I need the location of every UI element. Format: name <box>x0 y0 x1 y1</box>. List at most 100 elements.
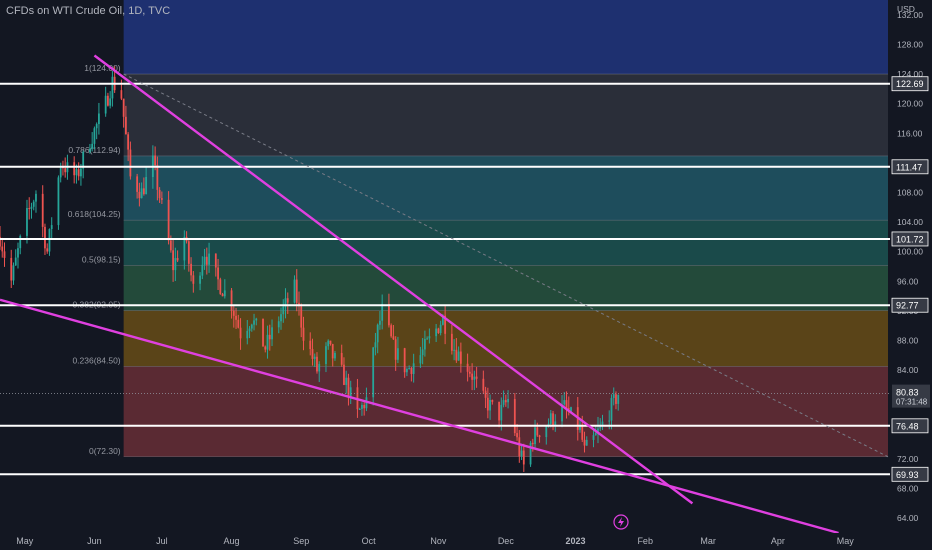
candle-body <box>95 124 98 129</box>
candle-body <box>127 134 130 150</box>
fib-zone-0.236 <box>123 366 888 457</box>
candle-body <box>145 177 148 195</box>
candle-body <box>10 257 13 281</box>
trendline[interactable] <box>93 54 694 505</box>
candle-body <box>561 404 563 422</box>
price-tick-label: 104.00 <box>897 217 923 227</box>
candle-body <box>358 408 361 410</box>
fib-trend-line[interactable] <box>123 73 889 458</box>
candle-body <box>545 426 548 438</box>
candle-body <box>408 368 411 370</box>
candle-body <box>453 349 456 351</box>
candle-body <box>419 355 422 364</box>
candle-body <box>300 306 303 328</box>
price-label-box <box>891 297 929 313</box>
candle-body <box>142 188 145 195</box>
last-price-countdown: 07:31:48 <box>896 398 928 407</box>
candle-body <box>57 177 60 226</box>
price-tick-label: 96.00 <box>897 276 919 286</box>
candle-body <box>392 336 395 340</box>
price-label-text: 111.47 <box>896 162 922 172</box>
candle-body <box>372 347 375 398</box>
price-tick-label: 88.00 <box>897 336 919 346</box>
time-tick-label: Jul <box>156 536 168 546</box>
candle-body <box>325 346 327 364</box>
price-label-box <box>891 231 929 247</box>
candle-body <box>381 303 384 321</box>
candle-body <box>437 328 440 333</box>
time-tick-label: Mar <box>700 536 716 546</box>
candle-body <box>412 363 415 374</box>
candle-body <box>160 198 163 200</box>
candle-body <box>154 155 157 166</box>
candle-body <box>327 340 330 347</box>
candle-body <box>489 400 491 411</box>
candle-body <box>230 290 233 311</box>
candle-body <box>89 148 91 152</box>
candle-body <box>255 318 258 321</box>
price-label-text: 92.77 <box>896 301 919 311</box>
candle-body <box>529 442 532 465</box>
candle-body <box>129 149 132 177</box>
candle-body <box>120 90 123 99</box>
time-tick-label: Feb <box>637 536 653 546</box>
candle-body <box>608 420 611 422</box>
candle-body <box>473 376 476 380</box>
candle-body <box>318 363 321 372</box>
candle-body <box>176 258 179 261</box>
candle-body <box>502 400 505 405</box>
candle-body <box>406 368 408 373</box>
candle-body <box>329 340 332 345</box>
candle-body <box>504 400 507 403</box>
candle-body <box>471 373 474 380</box>
candle-body <box>345 377 348 385</box>
price-axis[interactable] <box>890 0 932 550</box>
candle-body <box>93 128 96 144</box>
candle-body <box>482 378 485 391</box>
price-label-text: 76.48 <box>896 421 919 431</box>
candle-body <box>266 334 269 350</box>
fib-zone-0.618 <box>123 220 888 266</box>
candle-body <box>426 338 429 340</box>
candle-body <box>104 95 107 114</box>
candle-body <box>158 189 161 199</box>
candle-body <box>237 319 240 328</box>
candle-body <box>32 201 35 207</box>
price-tick-label: 84.00 <box>897 365 919 375</box>
fib-zone-0.5 <box>123 265 888 311</box>
candle-body <box>277 321 280 328</box>
price-label-box <box>891 76 929 92</box>
candle-body <box>538 435 541 438</box>
time-tick-label: Oct <box>362 536 377 546</box>
price-tick-label: 128.00 <box>897 39 923 49</box>
trendline[interactable] <box>0 298 839 535</box>
candle-body <box>615 394 617 404</box>
candle-body <box>617 394 620 404</box>
candle-body <box>457 351 460 361</box>
candle-body <box>334 352 336 359</box>
candle-body <box>579 425 581 430</box>
candle-body <box>363 404 366 409</box>
candle-body <box>12 265 15 281</box>
candle-body <box>75 169 78 176</box>
candle-body <box>268 334 271 340</box>
candle-body <box>410 368 413 374</box>
candle-body <box>19 235 22 249</box>
candle-body <box>585 439 588 446</box>
candle-body <box>50 225 53 230</box>
candle-body <box>221 293 224 297</box>
time-tick-label: 2023 <box>565 536 585 546</box>
candle-body <box>513 399 516 434</box>
candle-body <box>390 325 393 337</box>
time-axis[interactable] <box>0 533 932 550</box>
time-tick-label: Apr <box>771 536 785 546</box>
candle-body <box>77 169 80 177</box>
price-label-box <box>891 159 929 175</box>
flash-icon[interactable] <box>613 514 629 530</box>
candle-body <box>239 327 242 339</box>
candle-body <box>136 176 139 192</box>
candle-body <box>250 324 253 329</box>
candle-body <box>309 340 312 350</box>
